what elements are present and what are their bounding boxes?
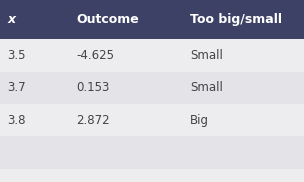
Text: Big: Big (190, 114, 209, 127)
Text: 0.153: 0.153 (76, 81, 109, 94)
Bar (182, 0, 304, 39)
Bar (182, 104, 304, 136)
Bar (182, 72, 304, 104)
Bar (68, 39, 182, 72)
Bar (68, 136, 182, 169)
Text: 3.7: 3.7 (8, 81, 26, 94)
Bar (68, 0, 182, 39)
Bar (0, 104, 68, 136)
Text: -4.625: -4.625 (76, 49, 114, 62)
Bar (0, 39, 68, 72)
Text: Small: Small (190, 49, 223, 62)
Text: Too big/small: Too big/small (190, 13, 282, 26)
Text: 2.872: 2.872 (76, 114, 110, 127)
Text: Outcome: Outcome (76, 13, 139, 26)
Bar (0, 72, 68, 104)
Bar (0, 136, 68, 169)
Bar (68, 72, 182, 104)
Bar (68, 104, 182, 136)
Bar (0, 0, 68, 39)
Text: x: x (8, 13, 16, 26)
Bar (182, 39, 304, 72)
Text: 3.5: 3.5 (8, 49, 26, 62)
Text: Small: Small (190, 81, 223, 94)
Bar (182, 136, 304, 169)
Text: 3.8: 3.8 (8, 114, 26, 127)
